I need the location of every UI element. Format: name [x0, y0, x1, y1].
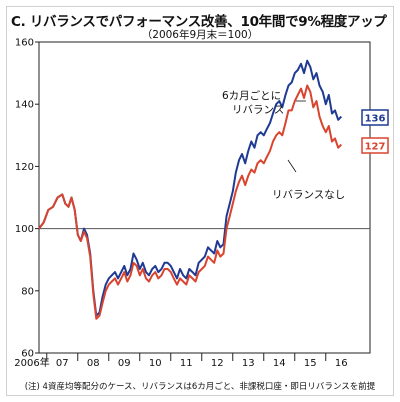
x-tick-label: 16 [335, 358, 348, 369]
x-tick-label: 15 [304, 358, 317, 369]
chart-note: (注) 4資産均等配分のケース、リバランスは6カ月ごと、非課税口座・即日リバラン… [24, 382, 376, 392]
end-label-rebalance: 136 [361, 109, 389, 126]
x-tick-label: 10 [149, 358, 162, 369]
y-tick-label: 160 [15, 38, 34, 49]
figure-frame [6, 6, 394, 396]
x-axis: 2006年 07 08 09 10 11 12 13 14 15 16 [14, 353, 348, 369]
end-label-no-rebalance: 127 [361, 137, 389, 154]
y-axis: 60 80 100 120 140 160 [15, 38, 39, 360]
x-tick-label: 13 [242, 358, 255, 369]
end-value-no-rebalance: 127 [365, 142, 386, 153]
y-tick-label: 100 [15, 224, 34, 235]
y-tick-label: 120 [15, 162, 34, 173]
y-tick-label: 60 [21, 349, 34, 360]
annotation-rebalance-line2: リバランス [232, 104, 284, 116]
x-tick-label: 08 [87, 358, 100, 369]
annotation-leader-no-rebalance [287, 159, 297, 173]
x-tick-label: 07 [56, 358, 69, 369]
x-tick-label: 2006年 [14, 356, 49, 369]
end-value-rebalance: 136 [365, 114, 386, 125]
chart-title: C. リバランスでパフォーマンス改善、10年間で9%程度アップ [11, 14, 387, 30]
line-chart: 60 80 100 120 140 160 2006年 07 08 09 10 11 12 13 14 15… [14, 38, 389, 369]
series-line-no-rebalance [38, 84, 343, 320]
chart-subtitle: （2006年9月末＝100） [141, 29, 259, 41]
x-tick-label: 12 [211, 358, 224, 369]
x-tick-label: 09 [118, 358, 131, 369]
y-tick-label: 140 [15, 100, 34, 111]
x-tick-label: 14 [273, 358, 286, 369]
y-tick-label: 80 [21, 286, 34, 297]
annotation-no-rebalance: リバランスなし [272, 189, 345, 201]
x-tick-label: 11 [180, 358, 193, 369]
plot-area [38, 41, 371, 354]
annotation-rebalance-line1: 6カ月ごとに [222, 89, 281, 102]
